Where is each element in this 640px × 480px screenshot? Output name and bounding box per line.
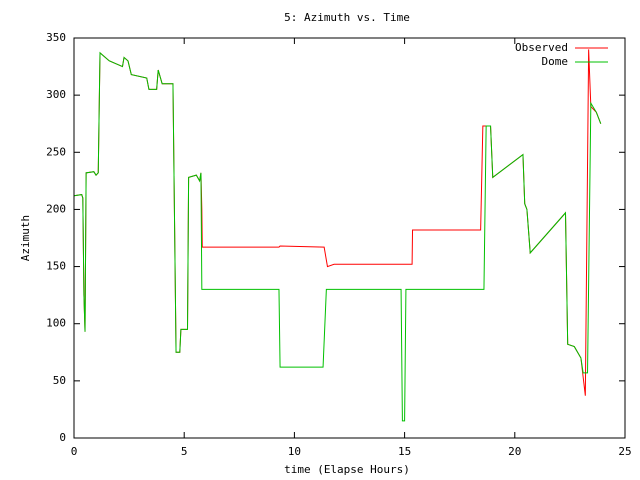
x-tick-label: 5: [181, 445, 188, 458]
y-axis-label: Azimuth: [19, 215, 32, 261]
y-tick-label: 0: [59, 431, 66, 444]
legend-label: Dome: [542, 55, 569, 68]
y-tick-label: 50: [53, 374, 66, 387]
x-tick-label: 20: [508, 445, 521, 458]
legend-label: Observed: [515, 41, 568, 54]
x-axis-label: time (Elapse Hours): [284, 463, 410, 476]
y-tick-label: 250: [46, 145, 66, 158]
y-tick-label: 300: [46, 88, 66, 101]
data-line: [73, 51, 602, 422]
x-tick-label: 25: [618, 445, 631, 458]
y-tick-label: 100: [46, 317, 66, 330]
plot-border: [73, 37, 626, 439]
y-tick-label: 150: [46, 260, 66, 273]
y-tick-label: 350: [46, 31, 66, 44]
x-tick-label: 10: [288, 445, 301, 458]
x-tick-label: 15: [398, 445, 411, 458]
chart-title: 5: Azimuth vs. Time: [284, 11, 410, 24]
x-tick-label: 0: [71, 445, 78, 458]
y-tick-label: 200: [46, 202, 66, 215]
